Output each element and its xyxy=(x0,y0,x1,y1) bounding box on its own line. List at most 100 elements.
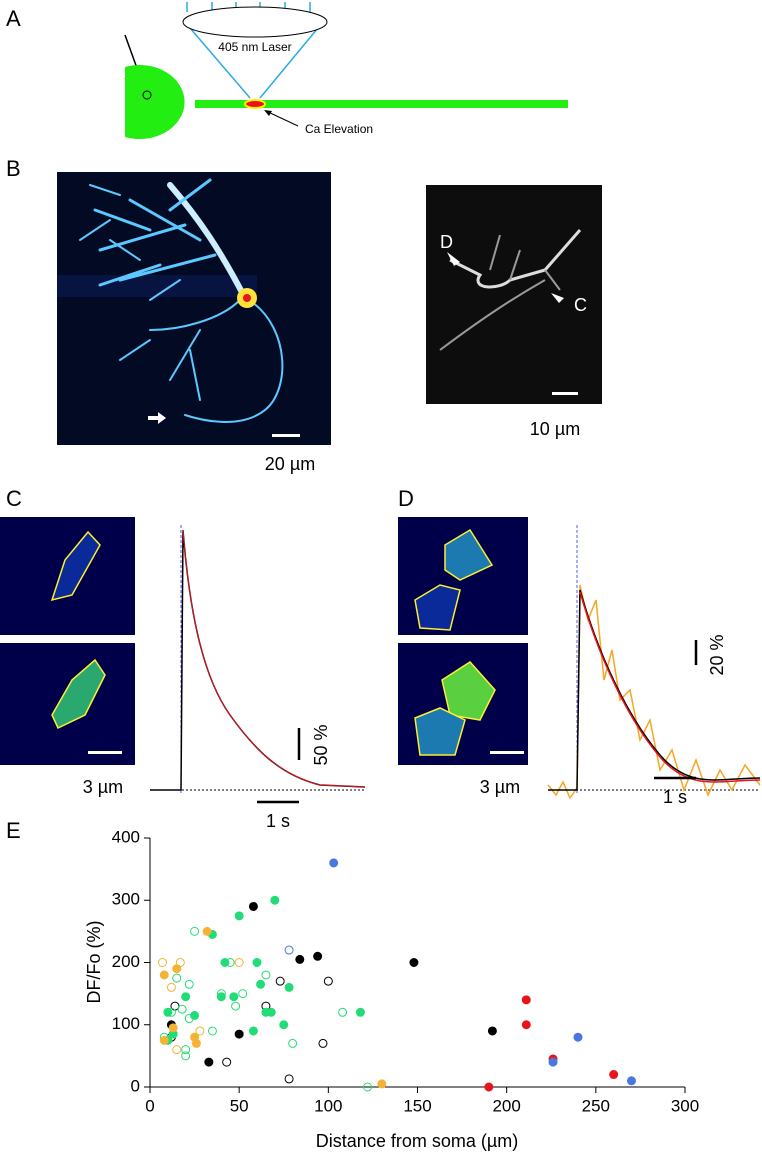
laser-label: 405 nm Laser xyxy=(218,40,291,54)
point xyxy=(207,1026,217,1036)
point xyxy=(172,1045,182,1055)
x-axis-label: Distance from soma (µm) xyxy=(316,1131,518,1151)
point xyxy=(159,1035,169,1045)
point xyxy=(248,901,258,911)
point xyxy=(181,1051,191,1061)
point xyxy=(248,1026,258,1036)
site-label: D xyxy=(440,232,453,252)
point xyxy=(166,982,176,992)
point xyxy=(168,1023,178,1033)
point xyxy=(284,1074,294,1084)
point xyxy=(275,976,285,986)
panel-label: B xyxy=(6,156,21,181)
point xyxy=(191,1038,201,1048)
schematic xyxy=(124,2,568,139)
point xyxy=(252,958,262,967)
y-tick-label: 400 xyxy=(112,827,140,846)
point xyxy=(355,1007,365,1017)
point xyxy=(234,958,244,967)
x-tick-label: 150 xyxy=(403,1096,431,1115)
point xyxy=(266,1007,276,1017)
x-tick-label: 50 xyxy=(230,1096,249,1115)
dendrite-image xyxy=(426,185,602,404)
point xyxy=(184,979,194,989)
point xyxy=(234,911,244,921)
point xyxy=(323,976,333,986)
scale-label: 3 µm xyxy=(480,777,520,797)
scale-label: 20 µm xyxy=(265,454,315,474)
site-label: C xyxy=(574,295,587,315)
point xyxy=(231,1001,241,1011)
x-tick-label: 250 xyxy=(582,1096,610,1115)
amp-label: 50 % xyxy=(311,724,331,765)
point xyxy=(279,1020,289,1030)
point xyxy=(609,1070,619,1080)
point xyxy=(270,895,280,905)
scale-label: 10 µm xyxy=(530,419,580,439)
roi-images xyxy=(398,517,528,765)
point xyxy=(487,1026,497,1036)
scale-label: 3 µm xyxy=(83,777,123,797)
time-label: 1 s xyxy=(663,787,687,807)
point xyxy=(195,1026,205,1036)
amp-label: 20 % xyxy=(707,634,727,675)
point xyxy=(177,1004,187,1014)
point xyxy=(234,1029,244,1039)
point xyxy=(261,970,271,980)
time-label: 1 s xyxy=(266,811,290,831)
y-tick-label: 300 xyxy=(112,890,140,909)
point xyxy=(288,1038,298,1048)
point xyxy=(329,858,339,868)
y-tick-label: 200 xyxy=(112,952,140,971)
point xyxy=(190,1010,200,1020)
point xyxy=(157,958,167,967)
point xyxy=(521,995,531,1005)
trace xyxy=(150,525,366,804)
panel-label: E xyxy=(6,818,21,843)
point xyxy=(256,979,266,989)
neuron-image xyxy=(57,172,331,445)
y-tick-label: 0 xyxy=(131,1076,140,1095)
panel-label: D xyxy=(398,486,414,511)
x-tick-label: 100 xyxy=(314,1096,342,1115)
point xyxy=(184,1014,194,1024)
point xyxy=(295,954,305,964)
scatter-chart: DF/Fo (%) Distance from soma (µm) 0 50 100… xyxy=(84,827,699,1150)
point xyxy=(363,1082,373,1092)
point xyxy=(190,926,200,936)
point xyxy=(204,1057,214,1067)
point xyxy=(313,951,323,961)
ca-label: Ca Elevation xyxy=(305,122,373,136)
point xyxy=(159,970,169,980)
point xyxy=(627,1076,636,1086)
point xyxy=(202,926,212,936)
x-tick-label: 300 xyxy=(671,1096,699,1115)
x-tick-label: 0 xyxy=(145,1096,154,1115)
point xyxy=(216,992,226,1002)
point xyxy=(284,982,294,992)
panel-label: C xyxy=(6,486,22,511)
x-tick-label: 200 xyxy=(492,1096,520,1115)
point xyxy=(409,958,419,967)
point xyxy=(166,1007,176,1017)
point xyxy=(521,1020,531,1030)
point xyxy=(238,989,248,999)
point xyxy=(338,1007,348,1017)
point xyxy=(484,1082,494,1092)
point xyxy=(175,958,185,967)
trace xyxy=(547,525,761,800)
point xyxy=(172,973,182,983)
point xyxy=(229,992,239,1002)
point xyxy=(318,1038,328,1048)
point xyxy=(548,1057,558,1067)
point xyxy=(181,1045,191,1055)
y-axis-label: DF/Fo (%) xyxy=(84,921,104,1004)
point xyxy=(377,1079,387,1089)
y-tick-label: 100 xyxy=(112,1014,140,1033)
roi-images xyxy=(0,517,135,765)
point xyxy=(225,958,235,967)
point xyxy=(573,1032,583,1042)
point xyxy=(181,992,191,1002)
panel-label: A xyxy=(6,6,21,31)
